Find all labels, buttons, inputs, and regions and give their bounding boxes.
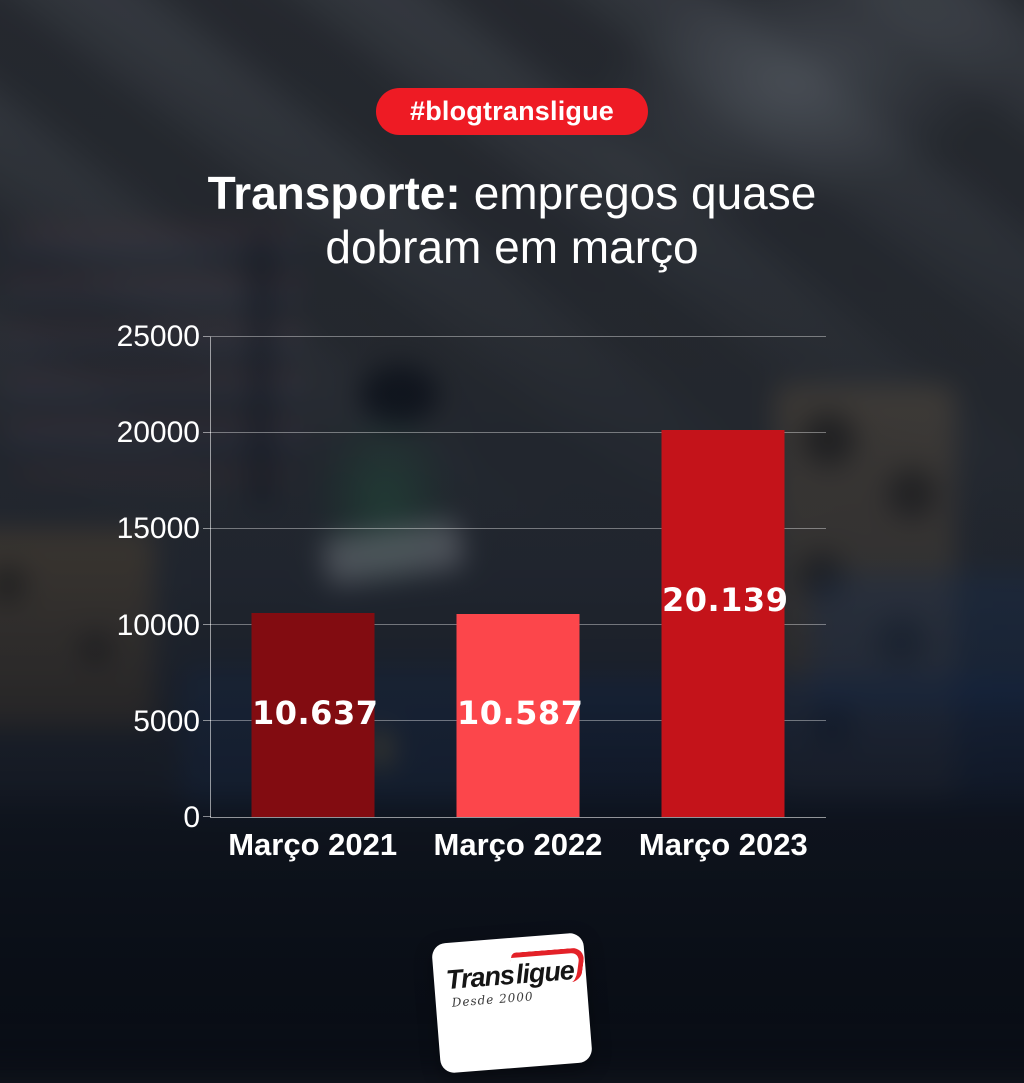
gridline	[211, 432, 826, 433]
bar-value-label: 20.139	[661, 581, 789, 620]
bar-value-label: 10.637	[251, 693, 379, 732]
y-axis-tick-label: 15000	[116, 512, 200, 546]
y-axis-tick-label: 0	[183, 801, 200, 834]
gridline	[211, 528, 826, 529]
y-axis-tick-label: 5000	[133, 704, 200, 738]
page-title: Transporte: empregos quase dobram em març…	[0, 166, 1024, 274]
hashtag-badge-label: #blogtransligue	[409, 96, 615, 126]
axis-tick	[203, 336, 211, 337]
y-axis-tick-label: 20000	[116, 416, 200, 450]
bar-março-2022: 10.587	[456, 613, 584, 817]
title-line-2: dobram em março	[325, 221, 699, 273]
chart-plot-area: 10.637 10.587 20.139	[203, 336, 826, 818]
bar-slot: 10.637	[211, 337, 416, 817]
bar-março-2021: 10.637	[251, 612, 379, 817]
logo-text-ligue: ligue	[514, 955, 575, 990]
axis-tick	[203, 720, 211, 721]
hashtag-badge: #blogtransligue	[375, 88, 649, 135]
logo-text-trans: Trans	[444, 959, 516, 996]
gridline	[211, 336, 826, 337]
y-axis-tick-label: 10000	[116, 608, 200, 642]
logo-card: Trans ligue Desde 2000	[431, 932, 593, 1074]
x-axis-label: Março 2023	[638, 827, 808, 862]
y-axis-tick-label: 25000	[116, 320, 200, 353]
x-axis-label: Março 2021	[228, 827, 398, 862]
axis-tick	[203, 624, 211, 625]
bar-março-2023: 20.139	[661, 430, 789, 817]
dark-overlay	[0, 0, 1024, 1024]
axis-tick	[203, 432, 211, 433]
axis-tick	[203, 528, 211, 529]
bar-value-label: 10.587	[456, 694, 584, 733]
title-line-1: Transporte: empregos quase	[0, 166, 1024, 220]
title-rest-part: empregos quase	[473, 167, 817, 219]
bar-slot: 20.139	[621, 337, 826, 817]
x-axis-labels: Março 2021 Março 2022 Março 2023	[210, 827, 826, 867]
y-axis-tick-labels: 0 5000 10000 15000 20000 25000	[60, 322, 200, 833]
bar-slot: 10.587	[416, 337, 621, 817]
axis-tick	[203, 816, 211, 817]
x-axis-label: Março 2022	[433, 827, 603, 862]
title-bold-part: Transporte:	[207, 167, 461, 219]
